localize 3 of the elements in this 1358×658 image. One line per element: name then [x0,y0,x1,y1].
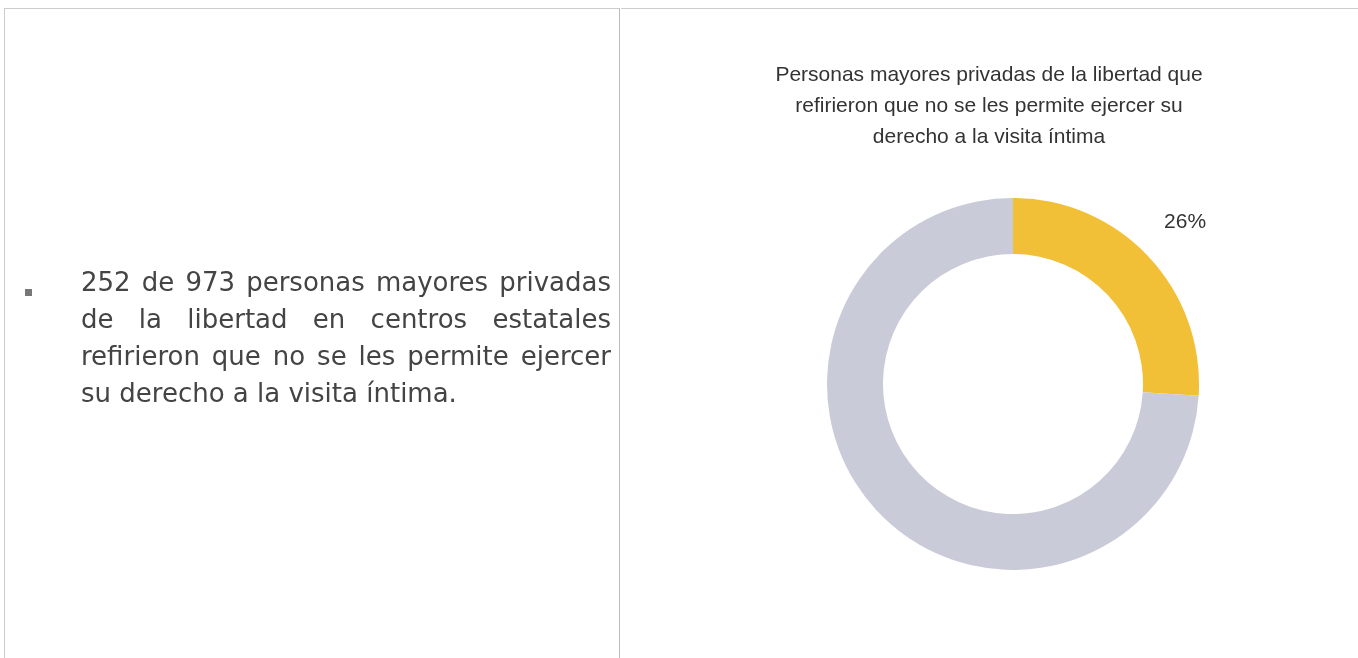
text: 252 de 973 personas mayores privadas de la libertad en centros estatales refirieron que no se les permite ejercer su derecho a la visita íntima. [81,266,611,410]
data-label: 26% [1164,209,1207,233]
chart-title: Personas mayores privadas de la libertad que refirieron que no se les permite ejercer su derecho a la visita íntima [775,62,1203,147]
